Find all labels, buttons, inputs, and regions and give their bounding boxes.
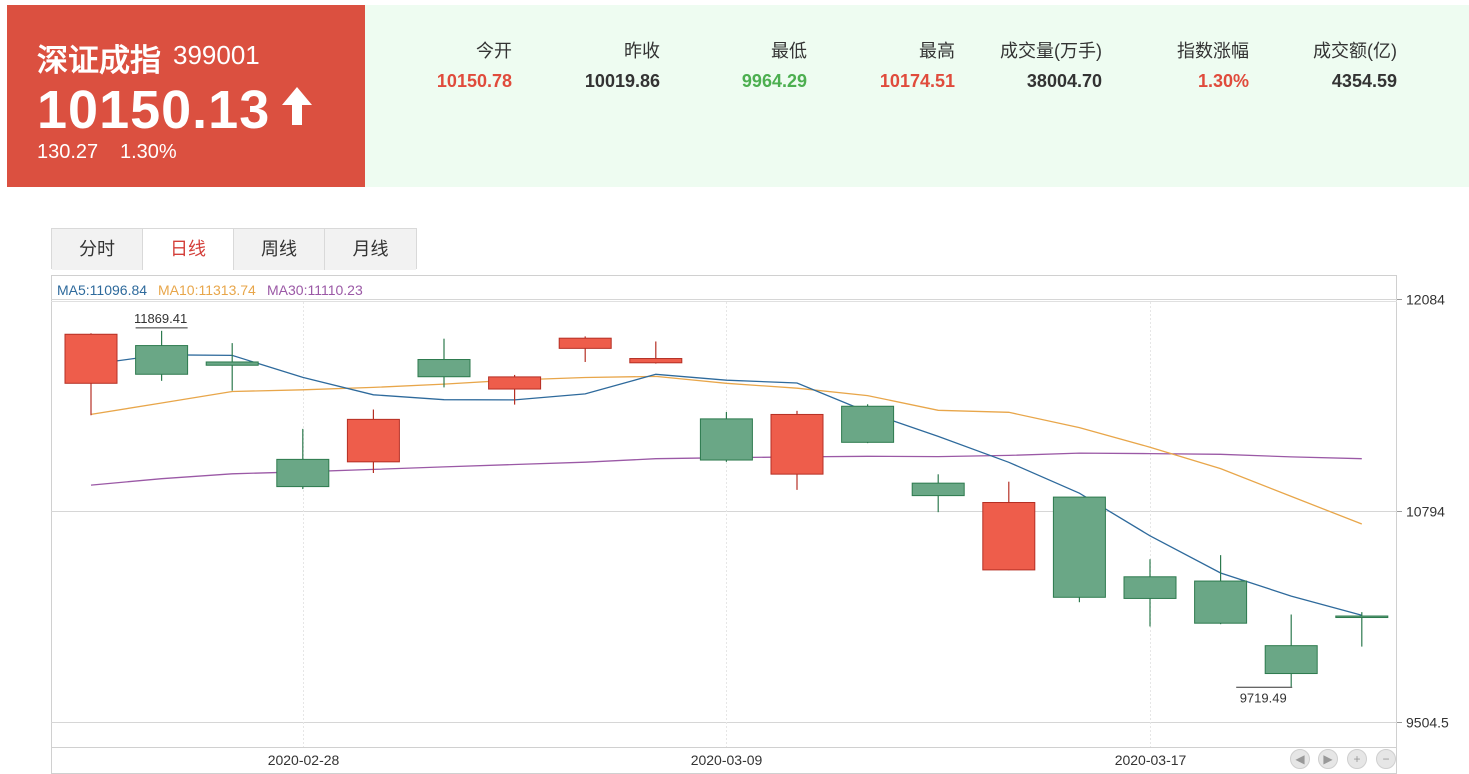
stat-open: 今开 10150.78 xyxy=(362,37,512,92)
candle-body xyxy=(276,458,330,488)
kline-chart[interactable]: MA5:11096.84 MA10:11313.74 MA30:11110.23… xyxy=(51,275,1469,774)
candle-body xyxy=(699,418,753,461)
candle-body xyxy=(770,413,824,475)
stat-value: 38004.70 xyxy=(1026,71,1102,91)
candle-body xyxy=(982,502,1036,571)
candle-body xyxy=(1335,615,1389,619)
candle-body xyxy=(417,359,471,378)
candle-body xyxy=(1194,580,1248,624)
tab-monthly[interactable]: 月线 xyxy=(325,229,416,270)
legend-ma5: MA5:11096.84 xyxy=(57,282,147,298)
right-arrow-icon[interactable]: ▶ xyxy=(1318,749,1338,769)
tab-daily[interactable]: 日线 xyxy=(143,229,234,270)
max-annotation: 11869.41 xyxy=(134,311,187,326)
candle[interactable] xyxy=(488,374,542,405)
stat-label: 指数涨幅 xyxy=(1177,41,1249,61)
candle[interactable] xyxy=(770,410,824,490)
index-price: 10150.13 xyxy=(37,80,271,140)
stat-low: 最低 9964.29 xyxy=(657,37,807,92)
zoom-in-icon[interactable]: + xyxy=(1347,749,1367,769)
index-code: 399001 xyxy=(173,40,260,70)
index-name: 深证成指 xyxy=(37,43,161,78)
stat-value: 10174.51 xyxy=(879,71,955,91)
candle-body xyxy=(911,482,965,497)
x-tick-label: 2020-03-09 xyxy=(691,752,763,768)
candle[interactable] xyxy=(205,343,259,391)
arrow-up-icon xyxy=(282,87,312,125)
candle-body xyxy=(64,333,118,384)
stat-label: 成交量(万手) xyxy=(1000,41,1102,61)
candle-body xyxy=(558,337,612,349)
stat-value: 9964.29 xyxy=(741,71,807,91)
y-tick-label: 12084 xyxy=(1406,292,1445,308)
legend-ma10: MA10:11313.74 xyxy=(158,282,256,298)
candle-body xyxy=(346,418,400,463)
candle[interactable] xyxy=(841,404,895,444)
y-tick-label: 9504.5 xyxy=(1406,715,1449,731)
candle-body xyxy=(1123,576,1177,599)
candle-body xyxy=(1264,645,1318,675)
tab-weekly[interactable]: 周线 xyxy=(234,229,325,270)
stat-change-pct: 指数涨幅 1.30% xyxy=(1099,37,1249,92)
candle[interactable] xyxy=(1123,559,1177,627)
candle[interactable] xyxy=(699,411,753,462)
plot-border xyxy=(51,275,1397,774)
stat-label: 昨收 xyxy=(624,41,660,61)
candle[interactable] xyxy=(629,341,683,364)
period-tabs: 分时 日线 周线 月线 xyxy=(51,228,417,270)
ma5-line xyxy=(90,354,1362,616)
candle[interactable] xyxy=(1194,555,1248,625)
candle[interactable] xyxy=(1335,612,1389,647)
stat-prev-close: 昨收 10019.86 xyxy=(510,37,660,92)
stat-high: 最高 10174.51 xyxy=(805,37,955,92)
index-header: 深证成指 399001 10150.13 130.27 1.30% xyxy=(7,5,365,187)
stat-label: 最高 xyxy=(919,41,955,61)
stat-value: 10019.86 xyxy=(584,71,660,91)
candle-body xyxy=(205,361,259,366)
stat-label: 成交额(亿) xyxy=(1313,41,1397,61)
index-change-pct: 1.30% xyxy=(120,141,177,163)
candle[interactable] xyxy=(911,474,965,513)
candle-body xyxy=(488,376,542,390)
candle[interactable] xyxy=(1052,496,1106,603)
ma10-line xyxy=(90,375,1363,525)
stat-turnover: 成交额(亿) 4354.59 xyxy=(1247,37,1397,92)
candle[interactable] xyxy=(417,338,471,388)
stat-label: 最低 xyxy=(771,41,807,61)
candle[interactable] xyxy=(1264,614,1318,687)
candle[interactable] xyxy=(558,336,612,362)
zoom-out-icon[interactable]: − xyxy=(1376,749,1396,769)
candle[interactable] xyxy=(64,333,118,416)
stats-bar: 今开 10150.78 昨收 10019.86 最低 9964.29 最高 10… xyxy=(365,5,1469,187)
stat-volume: 成交量(万手) 38004.70 xyxy=(952,37,1102,92)
candle[interactable] xyxy=(276,428,330,490)
candle[interactable] xyxy=(982,481,1036,571)
stat-label: 今开 xyxy=(476,41,512,61)
candle-body xyxy=(629,358,683,364)
tab-intraday[interactable]: 分时 xyxy=(52,229,143,270)
legend-ma30: MA30:11110.23 xyxy=(267,282,363,298)
candle-body xyxy=(841,405,895,443)
stat-value: 10150.78 xyxy=(436,71,512,91)
candle-body xyxy=(135,345,189,375)
index-change: 130.27 xyxy=(37,141,99,163)
min-annotation: 9719.49 xyxy=(1240,691,1287,706)
candle-body xyxy=(1052,496,1106,598)
candle[interactable] xyxy=(346,409,400,473)
y-tick-label: 10794 xyxy=(1406,504,1445,520)
x-tick-label: 2020-02-28 xyxy=(268,752,340,768)
left-arrow-icon[interactable]: ◀ xyxy=(1290,749,1310,769)
x-tick-label: 2020-03-17 xyxy=(1115,752,1187,768)
stat-value: 1.30% xyxy=(1197,71,1249,91)
stat-value: 4354.59 xyxy=(1331,71,1397,91)
candle[interactable] xyxy=(135,330,189,381)
